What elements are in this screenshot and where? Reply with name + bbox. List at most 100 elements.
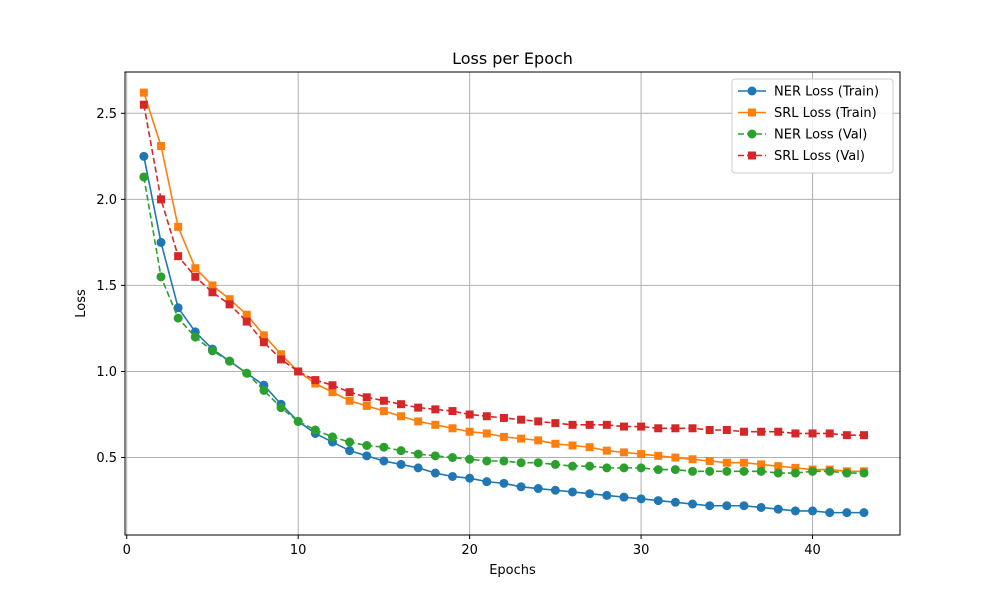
data-point xyxy=(139,88,148,97)
data-point xyxy=(808,506,818,516)
data-point xyxy=(791,429,800,438)
data-point xyxy=(327,432,337,442)
data-point xyxy=(756,466,766,476)
data-point xyxy=(654,424,663,433)
data-point xyxy=(705,466,715,476)
data-point xyxy=(653,496,663,506)
data-point xyxy=(397,412,406,421)
data-point xyxy=(362,401,371,410)
chart-title: Loss per Epoch xyxy=(452,49,573,68)
data-point xyxy=(173,313,183,323)
data-point xyxy=(156,237,166,247)
data-point xyxy=(791,463,800,472)
legend-label: SRL Loss (Val) xyxy=(774,149,865,164)
data-point xyxy=(139,172,149,182)
data-point xyxy=(670,465,680,475)
data-point xyxy=(774,427,783,436)
data-point xyxy=(465,427,474,436)
data-point xyxy=(516,458,526,468)
data-point xyxy=(225,300,234,309)
data-point xyxy=(276,403,286,413)
data-point xyxy=(328,381,337,390)
data-point xyxy=(688,499,698,509)
data-point xyxy=(550,485,560,495)
legend-marker xyxy=(747,129,757,139)
data-point xyxy=(225,356,235,366)
data-point xyxy=(533,484,543,494)
data-point xyxy=(465,473,475,483)
data-point xyxy=(379,407,388,416)
data-point xyxy=(619,463,629,473)
data-point xyxy=(670,497,680,507)
data-point xyxy=(431,405,440,414)
data-point xyxy=(585,461,595,471)
y-tick-label: 1.5 xyxy=(96,279,117,294)
data-point xyxy=(242,310,251,319)
data-point xyxy=(259,338,268,347)
data-point xyxy=(757,460,766,469)
x-tick-label: 40 xyxy=(804,543,821,558)
series-ner-loss-train xyxy=(139,151,869,518)
legend: NER Loss (Train) SRL Loss (Train) NER Loss… xyxy=(731,78,894,174)
data-point xyxy=(379,396,388,405)
data-point xyxy=(396,459,406,469)
data-point xyxy=(825,508,835,518)
data-point xyxy=(825,466,835,476)
data-point xyxy=(345,396,354,405)
data-point xyxy=(499,432,508,441)
data-point xyxy=(379,442,389,452)
data-point xyxy=(585,420,594,429)
data-point xyxy=(533,458,543,468)
data-point xyxy=(499,456,509,466)
data-point xyxy=(397,400,406,409)
data-point xyxy=(516,482,526,492)
data-point xyxy=(739,427,748,436)
data-point xyxy=(414,403,423,412)
series-line xyxy=(143,176,864,474)
data-point xyxy=(774,462,783,471)
data-point xyxy=(310,425,320,435)
data-point xyxy=(705,426,714,435)
data-point xyxy=(653,465,663,475)
data-point xyxy=(208,281,217,290)
data-point xyxy=(637,450,646,459)
data-point xyxy=(328,388,337,397)
data-point xyxy=(551,419,560,428)
data-point xyxy=(688,455,697,464)
data-point xyxy=(534,417,543,426)
data-point xyxy=(396,446,406,456)
data-point xyxy=(207,346,217,356)
data-point xyxy=(705,456,714,465)
x-tick-label: 0 xyxy=(123,543,131,558)
data-point xyxy=(551,439,560,448)
data-point xyxy=(534,436,543,445)
data-point xyxy=(345,446,355,456)
data-point xyxy=(654,451,663,460)
data-point xyxy=(808,466,818,476)
data-point xyxy=(447,453,457,463)
legend-marker xyxy=(747,86,757,96)
data-point xyxy=(619,422,628,431)
data-point xyxy=(345,388,354,397)
legend-label: NER Loss (Val) xyxy=(774,128,867,143)
data-point xyxy=(619,492,629,502)
data-point xyxy=(637,422,646,431)
data-point xyxy=(722,466,732,476)
data-point xyxy=(636,494,646,504)
legend-marker xyxy=(748,108,756,117)
data-point xyxy=(208,288,217,297)
data-point xyxy=(790,506,800,516)
y-tick-label: 2.5 xyxy=(96,107,117,122)
data-point xyxy=(859,508,869,518)
data-point xyxy=(722,426,731,435)
data-point xyxy=(499,478,509,488)
data-point xyxy=(156,272,166,282)
y-tick-label: 0.5 xyxy=(96,451,117,466)
data-point xyxy=(447,471,457,481)
data-point xyxy=(277,355,286,364)
data-point xyxy=(448,407,457,416)
data-point xyxy=(517,415,526,424)
legend-marker xyxy=(748,151,756,160)
data-point xyxy=(465,454,475,464)
data-point xyxy=(671,453,680,462)
